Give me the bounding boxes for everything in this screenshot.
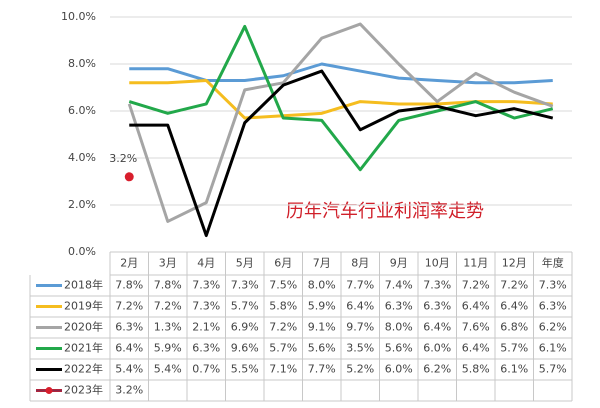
table-cell: 6.4% xyxy=(346,300,374,313)
table-cell: 7.4% xyxy=(385,279,413,292)
table-cell: 7.3% xyxy=(423,279,451,292)
table-cell: 7.1% xyxy=(269,363,297,376)
table-cell: 7.8% xyxy=(154,279,182,292)
table-cell: 6.4% xyxy=(115,342,143,355)
table-cell: 9.6% xyxy=(231,342,259,355)
table-cell: 6.0% xyxy=(385,363,413,376)
table-cell: 1.3% xyxy=(154,321,182,334)
legend-label: 2019年 xyxy=(64,299,103,313)
table-cell: 5.6% xyxy=(308,342,336,355)
series-line xyxy=(129,62,553,85)
table-cell: 6.4% xyxy=(462,342,490,355)
chart-title: 历年汽车行业利润率走势 xyxy=(286,201,484,222)
series-line xyxy=(127,22,554,223)
series-line xyxy=(128,24,554,172)
legend-label: 2021年 xyxy=(64,341,103,355)
table-cell: 5.4% xyxy=(154,363,182,376)
table-cell: 9.1% xyxy=(308,321,336,334)
table-cell: 6.4% xyxy=(500,300,528,313)
table-cell: 5.8% xyxy=(462,363,490,376)
x-tick-label: 6月 xyxy=(274,257,292,270)
table-cell: 7.2% xyxy=(462,279,490,292)
table-cell: 5.9% xyxy=(154,342,182,355)
y-tick-label: 8.0% xyxy=(68,57,96,70)
series-point xyxy=(124,172,134,182)
table-cell: 6.0% xyxy=(423,342,451,355)
x-tick-label: 5月 xyxy=(236,257,254,270)
table-cell: 5.4% xyxy=(115,363,143,376)
y-tick-label: 4.0% xyxy=(68,151,96,164)
x-tick-label: 年度 xyxy=(542,256,564,270)
table-cell: 5.9% xyxy=(308,300,336,313)
table-cell: 5.7% xyxy=(231,300,259,313)
table-cell: 5.8% xyxy=(269,300,297,313)
table-cell: 7.7% xyxy=(308,363,336,376)
table-cell: 7.3% xyxy=(539,279,567,292)
table-cell: 6.9% xyxy=(231,321,259,334)
x-tick-label: 11月 xyxy=(463,257,488,270)
table-cell: 6.3% xyxy=(423,300,451,313)
x-tick-label: 12月 xyxy=(502,257,527,270)
table-cell: 6.3% xyxy=(115,321,143,334)
table-cell: 6.4% xyxy=(462,300,490,313)
y-tick-label: 6.0% xyxy=(68,104,96,117)
data-label: 3.2% xyxy=(109,152,137,165)
x-tick-label: 7月 xyxy=(313,257,331,270)
series-line xyxy=(129,78,553,120)
table-cell: 2.1% xyxy=(192,321,220,334)
x-tick-label: 4月 xyxy=(197,257,215,270)
table-cell: 6.1% xyxy=(539,342,567,355)
table-cell: 8.0% xyxy=(385,321,413,334)
table-cell: 7.8% xyxy=(115,279,143,292)
y-tick-label: 2.0% xyxy=(68,198,96,211)
table-cell: 7.2% xyxy=(154,300,182,313)
table-cell: 6.3% xyxy=(385,300,413,313)
table-cell: 7.7% xyxy=(346,279,374,292)
table-cell: 3.2% xyxy=(115,384,143,397)
legend-label: 2020年 xyxy=(64,320,103,334)
table-cell: 7.2% xyxy=(115,300,143,313)
table-cell: 7.5% xyxy=(269,279,297,292)
legend-label: 2018年 xyxy=(64,278,103,292)
table-cell: 3.5% xyxy=(346,342,374,355)
table-cell: 5.7% xyxy=(500,342,528,355)
table-cell: 0.7% xyxy=(192,363,220,376)
table-cell: 5.6% xyxy=(385,342,413,355)
table-cell: 6.2% xyxy=(423,363,451,376)
table-cell: 6.3% xyxy=(192,342,220,355)
x-tick-label: 3月 xyxy=(159,257,177,270)
table-cell: 5.2% xyxy=(346,363,374,376)
y-tick-label: 0.0% xyxy=(68,245,96,258)
table-cell: 5.5% xyxy=(231,363,259,376)
y-tick-label: 10.0% xyxy=(61,10,96,23)
table-cell: 6.4% xyxy=(423,321,451,334)
table-cell: 7.3% xyxy=(192,279,220,292)
x-tick-label: 2月 xyxy=(120,257,138,270)
table-cell: 6.8% xyxy=(500,321,528,334)
table-cell: 6.3% xyxy=(539,300,567,313)
x-tick-label: 8月 xyxy=(351,257,369,270)
table-cell: 5.7% xyxy=(539,363,567,376)
table-cell: 8.0% xyxy=(308,279,336,292)
x-tick-label: 9月 xyxy=(390,257,408,270)
series-line xyxy=(129,69,554,238)
legend-label: 2022年 xyxy=(64,362,103,376)
table-cell: 5.7% xyxy=(269,342,297,355)
legend-label: 2023年 xyxy=(64,383,103,397)
x-tick-label: 10月 xyxy=(425,257,450,270)
table-cell: 7.2% xyxy=(500,279,528,292)
table-cell: 6.1% xyxy=(500,363,528,376)
table-cell: 7.6% xyxy=(462,321,490,334)
table-cell: 7.3% xyxy=(231,279,259,292)
legend-dot xyxy=(45,387,53,394)
table-cell: 9.7% xyxy=(346,321,374,334)
table-cell: 7.3% xyxy=(192,300,220,313)
table-cell: 7.2% xyxy=(269,321,297,334)
table-cell: 6.2% xyxy=(539,321,567,334)
